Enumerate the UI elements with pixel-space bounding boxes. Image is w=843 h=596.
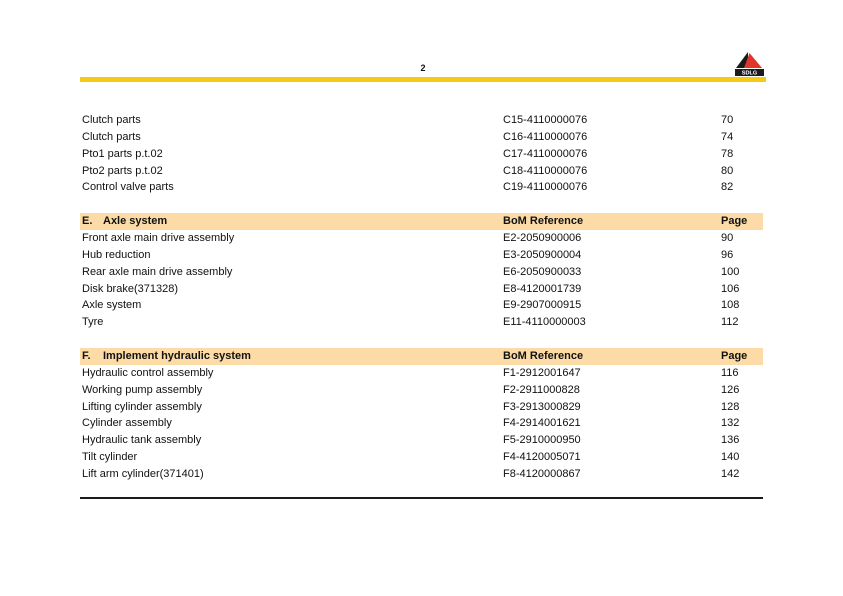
toc-row: Control valve parts C19-4110000076 82 xyxy=(80,179,763,196)
part-name: Clutch parts xyxy=(82,114,141,126)
header-rule xyxy=(80,77,766,82)
bom-reference: E11-4110000003 xyxy=(503,316,586,329)
part-name: Tyre xyxy=(82,316,104,329)
section-heading: F. Implement hydraulic system xyxy=(80,348,503,365)
page-ref: 96 xyxy=(721,248,734,261)
section-letter: E. xyxy=(82,215,93,228)
page-ref: 106 xyxy=(721,282,740,295)
part-name: Control valve parts xyxy=(82,181,174,194)
sdlg-logo: SDLG xyxy=(733,50,766,77)
toc-row: Working pump assembly F2-2911000828 126 xyxy=(80,382,763,399)
section-heading: E. Axle system xyxy=(80,213,503,230)
toc-row: Cylinder assembly F4-2914001621 132 xyxy=(80,415,763,432)
bom-reference: C15-4110000076 xyxy=(503,114,588,126)
page-ref: 74 xyxy=(721,130,734,143)
part-name: Hydraulic tank assembly xyxy=(82,434,202,447)
part-name: Disk brake(371328) xyxy=(82,282,178,295)
page-header: Page xyxy=(721,349,748,362)
section-letter: F. xyxy=(82,349,91,362)
page-ref: 128 xyxy=(721,400,740,413)
part-name: Tilt cylinder xyxy=(82,451,138,464)
toc-row: Tilt cylinder F4-4120005071 140 xyxy=(80,449,763,466)
part-name: Clutch parts xyxy=(82,130,141,143)
section-header: F. Implement hydraulic system BoM Referen… xyxy=(80,347,763,365)
section-rows: Front axle main drive assembly E2-205090… xyxy=(80,230,763,331)
page-ref: 112 xyxy=(721,316,739,329)
bom-reference: F2-2911000828 xyxy=(503,383,580,396)
toc-row: Disk brake(371328) E8-4120001739 106 xyxy=(80,281,763,298)
bom-reference: F4-2914001621 xyxy=(503,417,581,430)
toc-content: Clutch parts C15-4110000076 70 Clutch pa… xyxy=(80,112,763,483)
section-title: Implement hydraulic system xyxy=(103,349,251,362)
bom-reference: C19-4110000076 xyxy=(503,181,588,194)
section-title: Axle system xyxy=(103,215,168,228)
page-ref: 80 xyxy=(721,164,734,177)
page-ref: 82 xyxy=(721,181,734,194)
part-name: Hub reduction xyxy=(82,248,151,261)
bom-reference: E3-2050900004 xyxy=(503,248,582,261)
page-ref: 142 xyxy=(721,467,740,480)
page-header: Page xyxy=(721,215,748,228)
page-ref: 100 xyxy=(721,265,740,278)
bom-reference: F1-2912001647 xyxy=(503,366,581,379)
toc-row: Clutch parts C16-4110000076 74 xyxy=(80,129,763,146)
toc-row: Hydraulic tank assembly F5-2910000950 13… xyxy=(80,432,763,449)
part-name: Working pump assembly xyxy=(82,383,203,396)
part-name: Front axle main drive assembly xyxy=(82,232,235,245)
part-name: Hydraulic control assembly xyxy=(82,366,214,379)
bom-reference: C17-4110000076 xyxy=(503,147,588,160)
bom-reference: F8-4120000867 xyxy=(503,467,581,480)
part-name: Pto2 parts p.t.02 xyxy=(82,164,163,177)
page-ref: 126 xyxy=(721,383,740,396)
bom-header: BoM Reference xyxy=(503,349,584,362)
bom-reference: E9-2907000915 xyxy=(503,299,582,312)
toc-row: Tyre E11-4110000003 112 xyxy=(80,314,763,331)
page-ref: 132 xyxy=(721,417,740,430)
footer-rule xyxy=(80,497,763,499)
toc-row: Axle system E9-2907000915 108 xyxy=(80,297,763,314)
sdlg-logo-text: SDLG xyxy=(742,71,758,77)
bom-reference: F4-4120005071 xyxy=(503,451,581,464)
toc-row: Pto2 parts p.t.02 C18-4110000076 80 xyxy=(80,163,763,180)
part-name: Axle system xyxy=(82,299,142,312)
toc-row: Pto1 parts p.t.02 C17-4110000076 78 xyxy=(80,146,763,163)
toc-continuation-rows: Clutch parts C15-4110000076 70 Clutch pa… xyxy=(80,112,763,196)
page-ref: 136 xyxy=(721,434,740,447)
toc-section: F. Implement hydraulic system BoM Referen… xyxy=(80,347,763,483)
bom-reference: F3-2913000829 xyxy=(503,400,581,413)
section-rows: Hydraulic control assembly F1-2912001647… xyxy=(80,365,763,483)
page-ref: 90 xyxy=(721,232,734,245)
toc-sections: E. Axle system BoM Reference Page Front a… xyxy=(80,213,763,483)
bom-reference: E6-2050900033 xyxy=(503,265,582,278)
part-name: Pto1 parts p.t.02 xyxy=(82,147,163,160)
bom-reference: C18-4110000076 xyxy=(503,164,588,177)
sdlg-triangle-icon: SDLG xyxy=(735,52,764,77)
part-name: Rear axle main drive assembly xyxy=(82,265,233,278)
bom-reference: E2-2050900006 xyxy=(503,232,582,245)
toc-row: Clutch parts C15-4110000076 70 xyxy=(80,112,763,129)
bom-header: BoM Reference xyxy=(503,215,584,228)
toc-section: E. Axle system BoM Reference Page Front a… xyxy=(80,213,763,331)
toc-row: Hub reduction E3-2050900004 96 xyxy=(80,247,763,264)
toc-row: Lift arm cylinder(371401) F8-4120000867 … xyxy=(80,466,763,483)
section-header: E. Axle system BoM Reference Page xyxy=(80,213,763,231)
bom-reference: F5-2910000950 xyxy=(503,434,581,447)
bom-reference: E8-4120001739 xyxy=(503,282,582,295)
page-ref: 70 xyxy=(721,114,734,126)
page-ref: 108 xyxy=(721,299,740,312)
part-name: Cylinder assembly xyxy=(82,417,172,430)
page-ref: 116 xyxy=(721,366,739,379)
toc-row: Hydraulic control assembly F1-2912001647… xyxy=(80,365,763,382)
page-ref: 78 xyxy=(721,147,734,160)
page-number: 2 xyxy=(420,63,426,73)
toc-row: Front axle main drive assembly E2-205090… xyxy=(80,230,763,247)
part-name: Lifting cylinder assembly xyxy=(82,400,202,413)
toc-row: Lifting cylinder assembly F3-2913000829 … xyxy=(80,399,763,416)
page-ref: 140 xyxy=(721,451,740,464)
bom-reference: C16-4110000076 xyxy=(503,130,588,143)
part-name: Lift arm cylinder(371401) xyxy=(82,467,204,480)
toc-row: Rear axle main drive assembly E6-2050900… xyxy=(80,264,763,281)
